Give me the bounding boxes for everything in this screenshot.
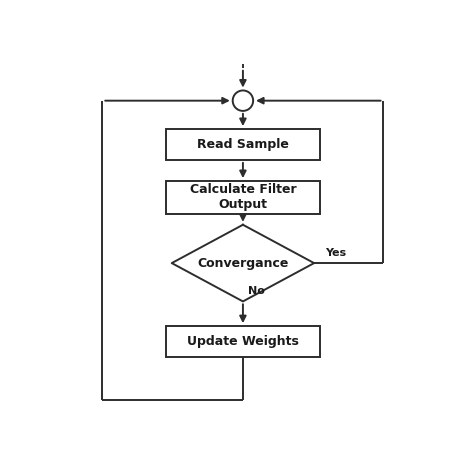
Text: Yes: Yes: [326, 248, 346, 258]
Text: Convergance: Convergance: [197, 256, 289, 270]
Text: No: No: [248, 286, 265, 296]
Polygon shape: [172, 225, 314, 301]
FancyBboxPatch shape: [166, 326, 319, 357]
Text: Calculate Filter
Output: Calculate Filter Output: [190, 183, 296, 211]
Text: Read Sample: Read Sample: [197, 138, 289, 151]
FancyBboxPatch shape: [166, 129, 319, 160]
Text: Update Weights: Update Weights: [187, 335, 299, 348]
FancyBboxPatch shape: [166, 181, 319, 214]
